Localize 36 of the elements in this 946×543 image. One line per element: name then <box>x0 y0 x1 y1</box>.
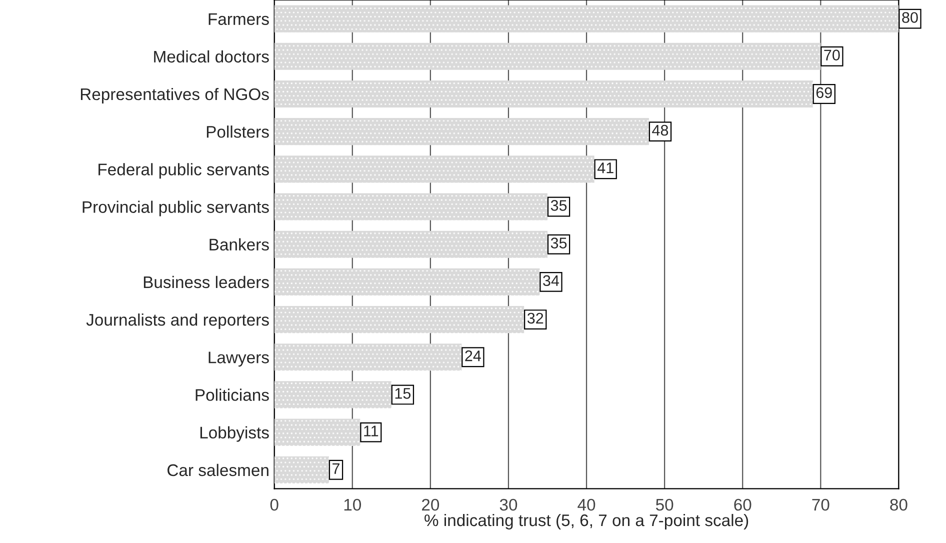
x-tick-label: 50 <box>656 498 674 511</box>
y-tick-label: Medical doctors <box>154 50 269 63</box>
x-tick-label: 10 <box>344 498 362 511</box>
data-label: 80 <box>902 12 918 23</box>
x-tick-label: 0 <box>270 498 278 511</box>
x-tick-label: 80 <box>890 498 908 511</box>
y-tick-label: Business leaders <box>144 276 269 288</box>
y-tick-label: Lawyers <box>208 352 269 367</box>
data-label: 11 <box>364 426 378 436</box>
data-label: 69 <box>816 87 832 98</box>
data-label: 15 <box>395 388 411 399</box>
y-tick-label: Farmers <box>208 13 269 25</box>
data-label: 7 <box>332 463 340 474</box>
data-label: 48 <box>652 124 668 136</box>
data-label: 35 <box>550 200 567 211</box>
y-tick-label: Car salesmen <box>168 464 268 476</box>
y-tick-label: Representatives of NGOs <box>80 88 269 104</box>
y-tick-label: Bankers <box>210 238 269 251</box>
data-label: 70 <box>824 50 840 60</box>
data-label: 34 <box>543 275 560 286</box>
y-tick-label: Provincial public servants <box>82 200 269 216</box>
y-tick-label: Lobbyists <box>200 426 269 442</box>
y-tick-label: Journalists and reporters <box>86 313 269 330</box>
x-tick-label: 30 <box>500 498 518 511</box>
y-tick-label: Politicians <box>196 388 269 401</box>
data-label: 41 <box>597 162 614 174</box>
y-tick-label: Pollsters <box>206 126 269 138</box>
data-label: 35 <box>550 238 567 248</box>
x-tick-label: 70 <box>812 498 830 511</box>
x-axis-title: % indicating trust (5, 6, 7 on a 7-point scale) <box>424 514 748 530</box>
data-label: 32 <box>527 312 544 324</box>
y-tick-label: Federal public servants <box>98 163 269 179</box>
x-tick-label: 20 <box>422 498 440 511</box>
data-label: 24 <box>465 350 481 362</box>
x-tick-label: 40 <box>578 498 596 511</box>
x-tick-label: 60 <box>734 498 752 511</box>
